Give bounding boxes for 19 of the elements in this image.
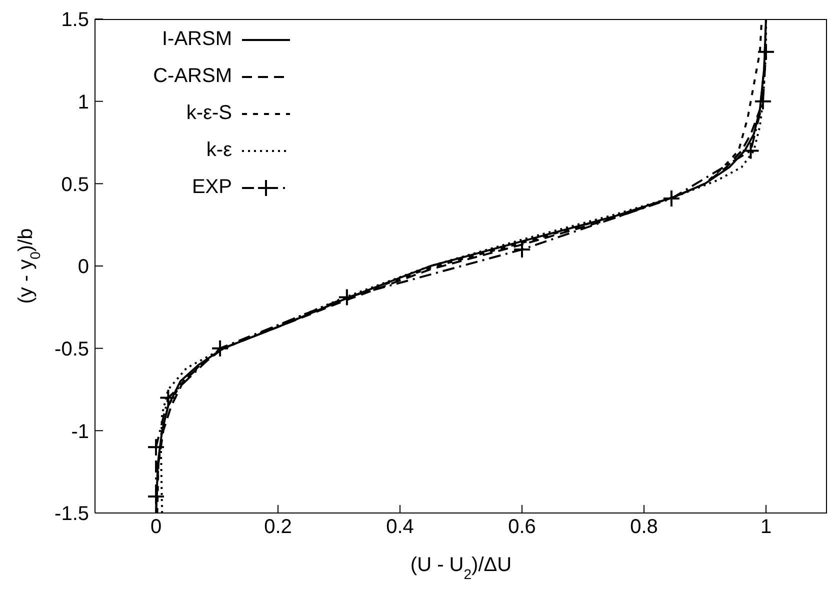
y-tick-label: -1	[71, 420, 89, 443]
y-tick-label: 0	[78, 256, 89, 278]
legend-label: k-ε	[206, 139, 232, 162]
y-tick-label: 1	[78, 91, 89, 114]
y-tick-label: 1.5	[61, 9, 89, 32]
y-tick-label: -1.5	[54, 503, 89, 526]
y-tick-label: -0.5	[54, 338, 89, 360]
x-tick-label: 0	[150, 516, 162, 538]
legend-label: C-ARSM	[153, 65, 232, 88]
x-tick-label: 0.8	[630, 516, 658, 538]
x-axis-title: (U - U$_{2}$)/ΔU	[410, 554, 512, 582]
legend-label: k-ε-S	[186, 102, 232, 125]
x-tick-label: 1	[760, 516, 772, 538]
y-tick-label: 0.5	[61, 174, 89, 196]
x-tick-label: 0.6	[508, 516, 536, 538]
legend-label: I-ARSM	[162, 28, 232, 51]
x-tick-label: 0.2	[264, 516, 292, 538]
legend-label: EXP	[192, 176, 232, 199]
x-tick-label: 0.4	[386, 516, 414, 538]
